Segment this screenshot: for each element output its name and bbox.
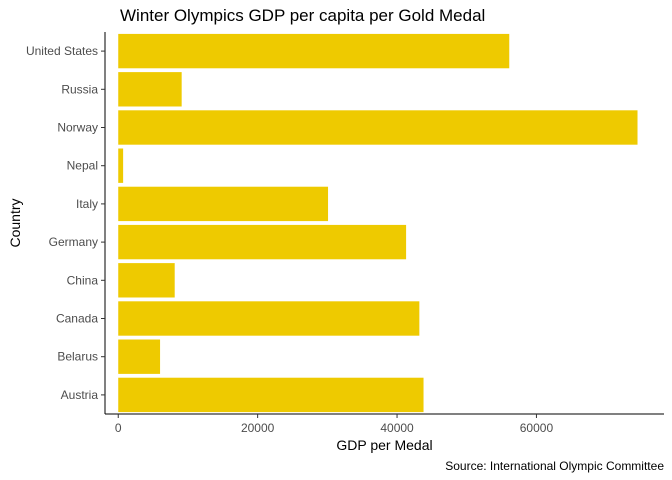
y-tick-label: Italy xyxy=(76,197,98,211)
x-tick-label: 40000 xyxy=(380,421,414,435)
y-axis-title: Country xyxy=(7,198,23,247)
bar-canada xyxy=(118,301,420,336)
bar-germany xyxy=(118,224,407,260)
x-tick-label: 20000 xyxy=(241,421,275,435)
bar-russia xyxy=(118,72,182,107)
y-tick-label: Belarus xyxy=(57,350,98,364)
bar-norway xyxy=(118,110,638,145)
bar-austria xyxy=(118,377,424,413)
y-tick-label: China xyxy=(67,273,99,287)
bar-belarus xyxy=(118,339,161,374)
x-axis-title: GDP per Medal xyxy=(336,437,432,453)
chart-title: Winter Olympics GDP per capita per Gold … xyxy=(120,6,486,25)
y-tick-label: Austria xyxy=(61,388,99,402)
chart-caption: Source: International Olympic Committee xyxy=(445,459,664,473)
y-tick-label: United States xyxy=(26,44,98,58)
y-tick-label: Nepal xyxy=(67,159,98,173)
y-tick-label: Russia xyxy=(61,82,98,96)
x-tick-label: 0 xyxy=(115,421,122,435)
bar-china xyxy=(118,263,175,298)
bar-italy xyxy=(118,186,329,222)
y-tick-label: Norway xyxy=(57,121,98,135)
y-tick-label: Canada xyxy=(56,312,98,326)
x-tick-label: 60000 xyxy=(520,421,554,435)
y-tick-label: Germany xyxy=(49,235,98,249)
bar-nepal xyxy=(118,148,124,183)
bar-united-states xyxy=(118,33,510,69)
